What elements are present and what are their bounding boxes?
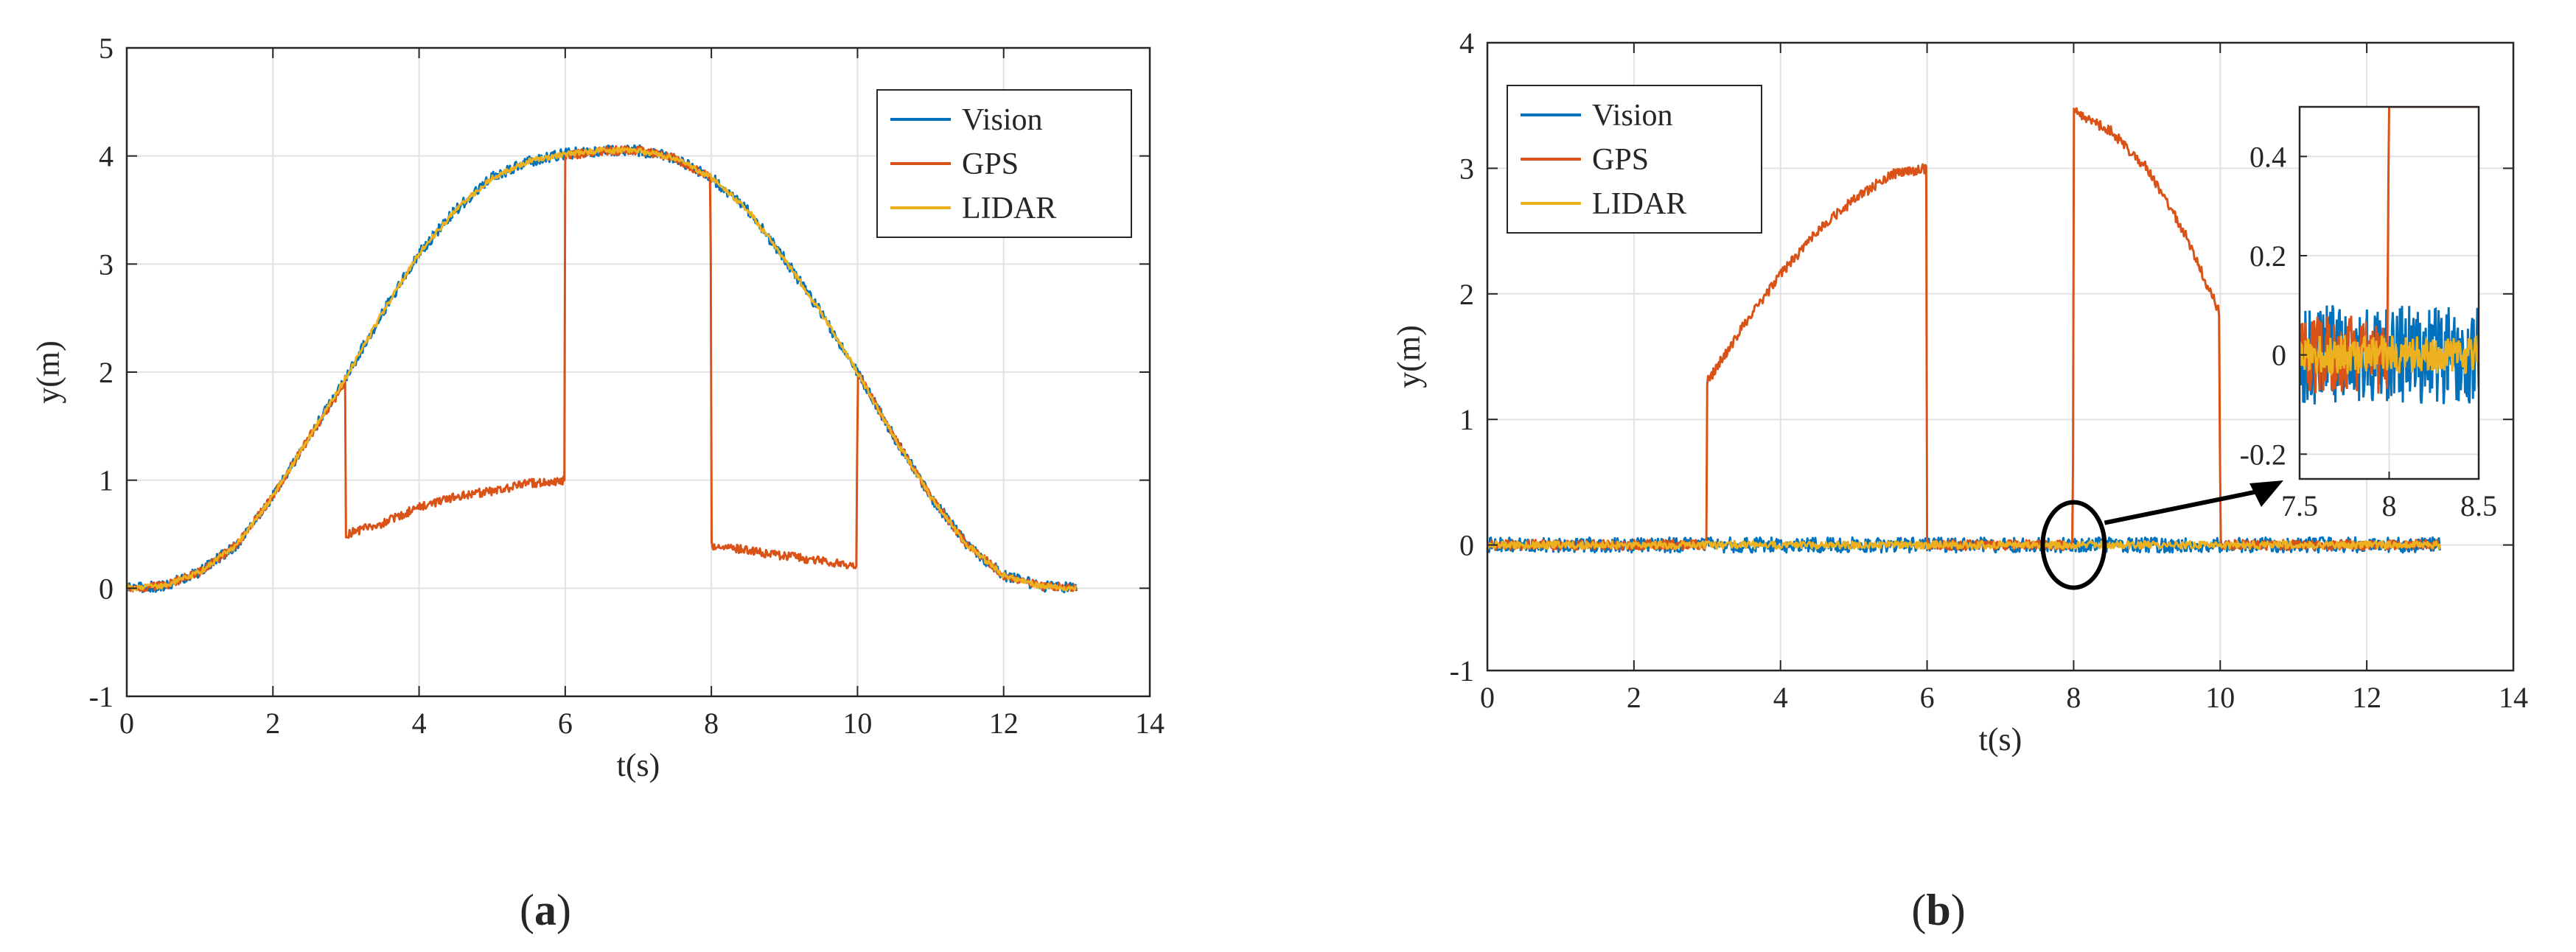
x-tick-label: 12	[989, 707, 1019, 740]
panel-label-a: (a)	[520, 886, 571, 934]
inset-series-lidar	[2300, 335, 2479, 377]
x-tick-label: 4	[1773, 681, 1788, 714]
y-tick-label: 0	[99, 572, 114, 605]
y-tick-label: 0	[1459, 529, 1474, 562]
axes-box	[1486, 41, 2515, 672]
inset-y-tick-label: -0.2	[2240, 438, 2286, 471]
chart-panel-b-inset: 7.5 8 8.5 -0.2 0 0.2 0.4	[2040, 105, 2497, 590]
x-tick-label: 14	[1135, 707, 1165, 740]
x-tick-label: 12	[2352, 681, 2381, 714]
legend-label-vision: Vision	[962, 103, 1043, 137]
y-tick-label: 2	[99, 356, 114, 389]
x-tick-label: 8	[2066, 681, 2081, 714]
y-tick-label: 2	[1459, 278, 1474, 311]
y-axis-label: y(m)	[30, 340, 66, 404]
panel-label-b-letter: b	[1926, 886, 1950, 934]
y-tick-label: 1	[99, 464, 114, 497]
zoom-circle	[2040, 500, 2107, 590]
y-tick-label: 3	[99, 248, 114, 281]
chart-panel-a: 0 2 4 6 8 10 12 14-1012345t(s)y(m)VisionGPSLIDA…	[30, 32, 1165, 783]
legend-label-lidar: LIDAR	[1592, 187, 1686, 221]
panel-label-b: (b)	[1911, 886, 1965, 934]
inset-y-tick-label: 0.2	[2249, 239, 2286, 273]
legend-label-lidar: LIDAR	[962, 192, 1056, 225]
x-axis-label: t(s)	[617, 747, 660, 783]
y-tick-label: 3	[1459, 152, 1474, 185]
x-tick-label: 0	[119, 707, 134, 740]
x-axis-label: t(s)	[1979, 721, 2022, 757]
y-axis-label: y(m)	[1391, 325, 1427, 388]
zoom-arrow-head	[2249, 480, 2283, 507]
inset-x-tick-label: 8	[2382, 489, 2397, 522]
inset-y-tick-label: 0	[2272, 339, 2286, 372]
x-tick-label: 6	[1920, 681, 1935, 714]
y-tick-label: 5	[99, 32, 114, 65]
x-tick-label: 0	[1480, 681, 1495, 714]
x-tick-label: 2	[265, 707, 280, 740]
y-tick-label: 1	[1459, 403, 1474, 436]
inset-y-tick-label: 0.4	[2249, 140, 2286, 173]
legend-label-gps: GPS	[1592, 143, 1649, 177]
x-tick-label: 4	[412, 707, 427, 740]
y-tick-label: -1	[1450, 654, 1474, 687]
panel-label-a-letter: a	[534, 886, 556, 934]
y-tick-label: 4	[99, 140, 114, 173]
inset-x-tick-label: 8.5	[2460, 489, 2497, 522]
inset-series-vision	[2300, 305, 2479, 405]
y-tick-label: -1	[89, 680, 114, 713]
zoom-arrow-line	[2104, 489, 2262, 525]
x-tick-label: 10	[2205, 681, 2235, 714]
series-line-lidar	[1487, 540, 2441, 550]
x-tick-label: 8	[704, 707, 719, 740]
inset-x-tick-label: 7.5	[2281, 489, 2318, 522]
series-line-lidar	[125, 147, 1078, 592]
x-tick-label: 6	[558, 707, 573, 740]
x-tick-label: 14	[2499, 681, 2528, 714]
x-tick-label: 2	[1627, 681, 1641, 714]
legend-label-vision: Vision	[1592, 99, 1673, 133]
x-tick-label: 10	[842, 707, 872, 740]
legend-label-gps: GPS	[962, 147, 1019, 181]
y-tick-label: 4	[1459, 27, 1474, 60]
